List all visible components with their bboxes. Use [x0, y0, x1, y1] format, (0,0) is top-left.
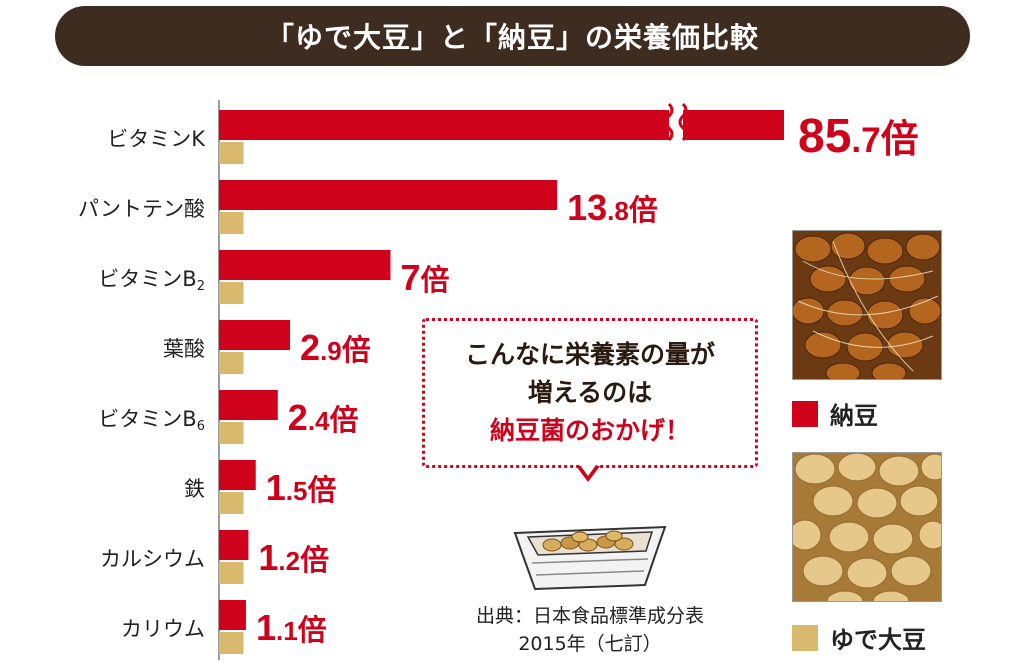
category-label-subscript: 2: [197, 279, 205, 294]
value-label-integer: 1: [258, 537, 278, 578]
soybean-photo: [792, 452, 942, 602]
soybean-image: [793, 453, 941, 601]
legend-natto-swatch: [792, 400, 818, 427]
source-note: 出典：日本食品標準成分表 2015年（七訂）: [440, 602, 740, 658]
bar-soybean: [219, 212, 244, 234]
value-label-decimal: .2: [278, 546, 300, 576]
legend-soybean-swatch: [792, 624, 818, 651]
axis-break-mark: [664, 102, 674, 142]
legend-soybean-label: ゆで大豆: [830, 626, 926, 654]
value-label-decimal: .1: [276, 616, 298, 646]
bar-soybean: [219, 352, 244, 374]
value-label-integer: 13: [567, 187, 607, 228]
legend-natto: 納豆: [792, 396, 878, 431]
category-label-subscript: 6: [197, 419, 205, 434]
value-label-decimal: .7: [851, 121, 880, 160]
legend-natto-label: 納豆: [830, 402, 878, 430]
category-label: カリウム: [121, 617, 205, 641]
category-label: パントテン酸: [78, 197, 205, 221]
bar-natto: [219, 390, 278, 420]
value-label: 1.5倍: [266, 467, 337, 508]
value-label: 1.1倍: [256, 607, 327, 648]
value-label-unit: 倍: [307, 473, 336, 507]
value-label: 7倍: [401, 257, 450, 298]
value-label-unit: 倍: [881, 119, 919, 161]
category-label: ビタミンK: [107, 127, 206, 151]
axis-break-mark: [678, 102, 688, 142]
bar-soybean: [219, 492, 244, 514]
category-label: カルシウム: [100, 547, 205, 571]
source-line-2: 2015年（七訂）: [518, 633, 662, 655]
value-label-unit: 倍: [300, 543, 329, 577]
value-label-decimal: .5: [286, 476, 308, 506]
value-label-unit: 倍: [342, 333, 371, 367]
value-label: 85.7倍: [798, 110, 919, 163]
value-label-unit: 倍: [298, 613, 327, 647]
value-label-unit: 倍: [330, 403, 359, 437]
bar-natto: [219, 250, 391, 280]
value-label-unit: 倍: [629, 193, 658, 227]
category-label: 葉酸: [163, 337, 205, 361]
value-label-integer: 2: [288, 397, 308, 438]
callout-line-3: 納豆菌のおかげ！: [489, 416, 690, 445]
value-label-decimal: .4: [308, 406, 330, 436]
value-label: 1.2倍: [258, 537, 329, 578]
bar-natto: [219, 180, 558, 210]
natto-image: [793, 231, 941, 379]
bar-natto: [219, 600, 246, 630]
value-label-integer: 1: [256, 607, 276, 648]
legend-soybean: ゆで大豆: [792, 620, 926, 655]
chart-title: 「ゆで大豆」と「納豆」の栄養価比較: [55, 6, 970, 66]
callout-box: こんなに栄養素の量が 増えるのは 納豆菌のおかげ！: [422, 318, 758, 468]
category-label: ビタミンB6: [98, 407, 205, 434]
callout-line-2: 増えるのは: [527, 378, 653, 407]
bar-natto: [219, 530, 249, 560]
bar-natto: [219, 320, 291, 350]
natto-pack-illustration: [513, 525, 667, 591]
bar-natto: [219, 460, 256, 490]
value-label-integer: 2: [300, 327, 320, 368]
value-label-decimal: .9: [320, 336, 342, 366]
natto-photo: [792, 230, 942, 380]
callout-tail-inner: [580, 465, 596, 476]
bar-soybean: [219, 562, 244, 584]
category-label: ビタミンB2: [98, 267, 205, 294]
value-label: 13.8倍: [567, 187, 658, 228]
value-label-integer: 1: [266, 467, 286, 508]
category-label: 鉄: [184, 477, 205, 501]
value-label-integer: 7: [401, 257, 421, 298]
value-label-integer: 85: [798, 110, 851, 163]
value-label-decimal: .8: [607, 196, 629, 226]
value-label: 2.4倍: [288, 397, 359, 438]
bar-soybean: [219, 632, 244, 654]
value-label-unit: 倍: [421, 263, 450, 297]
bar-soybean: [219, 142, 244, 164]
bar-natto: [219, 110, 784, 140]
bar-soybean: [219, 422, 244, 444]
value-label: 2.9倍: [300, 327, 371, 368]
callout-line-1: こんなに栄養素の量が: [464, 340, 715, 369]
bar-soybean: [219, 282, 244, 304]
source-line-1: 出典：日本食品標準成分表: [475, 605, 704, 627]
